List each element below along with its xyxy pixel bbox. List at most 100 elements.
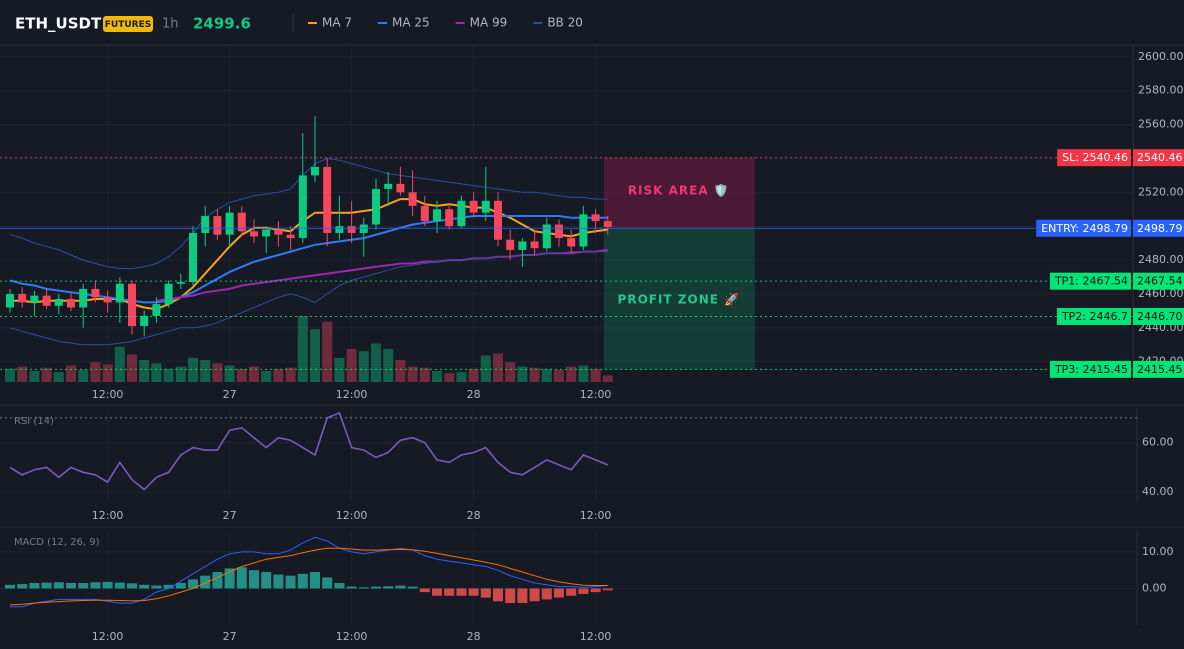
macd-line bbox=[10, 536, 608, 608]
histogram-bar bbox=[285, 575, 296, 589]
candle-body bbox=[591, 214, 600, 222]
x-tick-label: 12:00 bbox=[580, 509, 612, 522]
x-tick-label: 28 bbox=[467, 509, 481, 522]
volume-bar bbox=[41, 367, 52, 382]
volume-bar bbox=[407, 366, 418, 382]
candle-body bbox=[6, 293, 14, 308]
legend-label: BB 20 bbox=[547, 16, 583, 30]
volume-bar bbox=[334, 357, 345, 382]
level-value-bg bbox=[1133, 219, 1184, 237]
band-upper bbox=[9, 157, 608, 269]
volume-bar bbox=[261, 371, 272, 382]
candle-body bbox=[286, 234, 295, 239]
histogram-bar bbox=[554, 588, 564, 598]
candle-body bbox=[481, 200, 490, 213]
candle-body bbox=[140, 315, 149, 327]
histogram-bar bbox=[236, 567, 247, 589]
histogram-bar bbox=[17, 584, 28, 589]
zone-label: PROFIT ZONE 🚀 bbox=[618, 292, 741, 306]
volume-bar bbox=[310, 329, 320, 382]
candle-body bbox=[201, 216, 210, 233]
volume-bar bbox=[395, 360, 406, 382]
volume-bar bbox=[566, 366, 577, 382]
volume-bar bbox=[102, 364, 113, 382]
volume-bar bbox=[5, 368, 15, 382]
candle-body bbox=[311, 166, 319, 176]
level-value-bg bbox=[1133, 360, 1184, 378]
level-value-bg bbox=[1133, 307, 1184, 325]
volume-bar bbox=[188, 357, 198, 382]
level-tag-bg bbox=[1049, 360, 1131, 378]
candle-body bbox=[579, 214, 588, 247]
candle-body bbox=[103, 297, 112, 303]
volume-bar bbox=[200, 360, 211, 382]
candle-body bbox=[18, 293, 27, 303]
y-tick-label: 2600.00 bbox=[1138, 50, 1184, 63]
legend-label: MA 7 bbox=[322, 16, 352, 30]
volume-bar bbox=[602, 375, 613, 382]
level-tag-bg bbox=[1057, 149, 1131, 167]
last-price: 2499.6 bbox=[193, 15, 251, 33]
volume-bar bbox=[529, 367, 540, 382]
candle-body bbox=[372, 188, 380, 225]
candle-body bbox=[237, 212, 246, 232]
histogram-bar bbox=[371, 586, 381, 589]
candle-body bbox=[128, 283, 136, 327]
y-tick-label: 2560.00 bbox=[1138, 118, 1184, 131]
candle-body bbox=[542, 224, 551, 249]
y-tick-label: 2520.00 bbox=[1138, 185, 1184, 198]
histogram-bar bbox=[29, 582, 40, 589]
histogram-bar bbox=[346, 586, 357, 589]
volume-bar bbox=[90, 362, 101, 382]
candle-body bbox=[54, 299, 63, 306]
y-tick-label: 2480.00 bbox=[1138, 253, 1184, 266]
candle-body bbox=[152, 304, 161, 316]
histogram-bar bbox=[432, 588, 442, 596]
level-tag: TP1: 2467.54 bbox=[1049, 272, 1131, 290]
level-value-bg bbox=[1133, 272, 1184, 290]
histogram-bar bbox=[249, 570, 259, 589]
histogram-bar bbox=[200, 575, 211, 589]
histogram-bar bbox=[407, 586, 418, 589]
histogram-bar bbox=[395, 585, 406, 589]
histogram-bar bbox=[310, 572, 320, 589]
candle-body bbox=[347, 226, 356, 233]
x-tick-label: 12:00 bbox=[92, 509, 124, 522]
volume-bar bbox=[432, 371, 442, 382]
volume-bar bbox=[285, 367, 296, 382]
candle-body bbox=[176, 282, 185, 284]
y-tick-label: 2580.00 bbox=[1138, 84, 1184, 97]
volume-bar bbox=[346, 349, 357, 382]
histogram-bar bbox=[456, 588, 467, 596]
pane-title: MACD (12, 26, 9) bbox=[14, 537, 100, 548]
candle-body bbox=[445, 209, 454, 227]
candle-body bbox=[396, 183, 405, 193]
level-value-label: 2415.45 bbox=[1137, 363, 1183, 376]
volume-bar bbox=[66, 365, 76, 382]
candle-body bbox=[433, 209, 441, 222]
level-value-bg bbox=[1133, 149, 1184, 167]
x-tick-label: 12:00 bbox=[336, 388, 368, 401]
volume-bar bbox=[578, 365, 589, 382]
level-tag: TP3: 2415.45 bbox=[1049, 360, 1131, 378]
histogram-bar bbox=[261, 572, 272, 589]
x-tick-label: 12:00 bbox=[92, 630, 124, 643]
volume-bar bbox=[297, 316, 308, 382]
level-value-label: 2446.70 bbox=[1137, 310, 1183, 323]
candle-body bbox=[30, 295, 39, 303]
candle-body bbox=[335, 226, 344, 233]
histogram-bar bbox=[334, 582, 345, 589]
histogram-bar bbox=[468, 588, 479, 596]
volume-bar bbox=[493, 353, 503, 382]
level-value-label: 2540.46 bbox=[1137, 151, 1183, 164]
x-tick-label: 27 bbox=[223, 630, 237, 643]
macd-line bbox=[9, 547, 608, 606]
level-tag: SL: 2540.46 bbox=[1057, 149, 1131, 167]
candle-body bbox=[408, 192, 417, 206]
x-tick-label: 27 bbox=[223, 509, 237, 522]
histogram-bar bbox=[602, 588, 613, 591]
volume-bar bbox=[78, 369, 89, 382]
candle-body bbox=[42, 295, 51, 306]
histogram-bar bbox=[517, 588, 528, 604]
